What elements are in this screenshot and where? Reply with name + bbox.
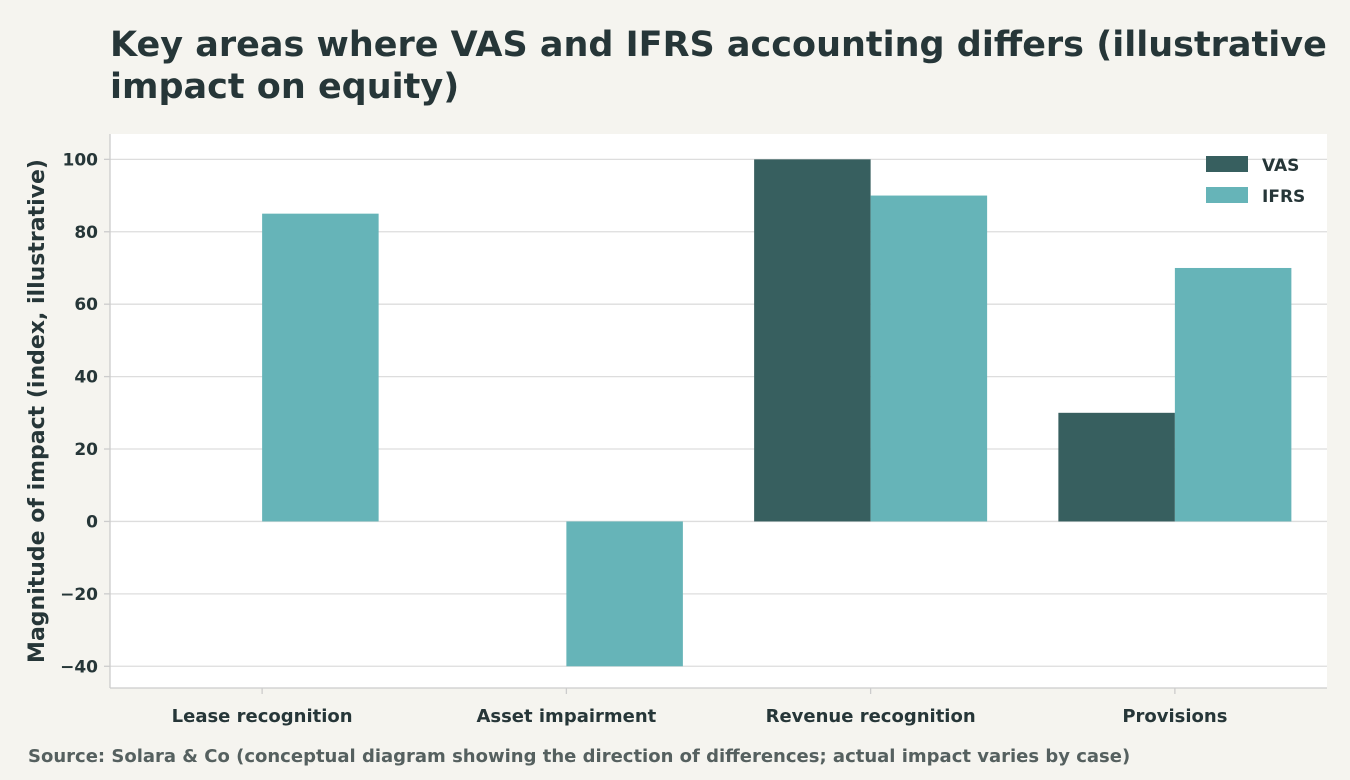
bar-ifrs-3 [870, 195, 988, 522]
bars [262, 159, 1292, 667]
y-tick-label: −20 [60, 585, 98, 605]
x-axis-ticks: Lease recognition Asset impairment Revenue… [172, 688, 1227, 727]
y-tick-label: 100 [63, 150, 99, 170]
bar-ifrs-4 [1174, 267, 1292, 522]
bar-ifrs-2 [566, 521, 683, 667]
x-tick-label: Revenue recognition [766, 706, 976, 727]
y-tick-label: −40 [60, 657, 98, 677]
y-axis-label: Magnitude of impact (index, illustrative… [25, 159, 50, 663]
bar-ifrs-1 [262, 213, 379, 522]
legend-swatch-vas [1206, 156, 1248, 172]
x-tick-label: Provisions [1122, 706, 1227, 727]
bar-vas-3 [754, 159, 871, 522]
y-tick-label: 60 [74, 295, 98, 315]
chart-title-line-2: impact on equity) [110, 67, 459, 107]
x-tick-label: Lease recognition [172, 706, 353, 727]
y-tick-label: 20 [74, 440, 98, 460]
bar-vas-4 [1058, 412, 1175, 522]
chart-title-line-1: Key areas where VAS and IFRS accounting … [110, 25, 1327, 65]
legend-label-ifrs: IFRS [1262, 187, 1305, 207]
legend-swatch-ifrs [1206, 187, 1248, 203]
y-tick-label: 0 [86, 512, 98, 532]
source-note: Source: Solara & Co (conceptual diagram … [28, 746, 1130, 767]
legend-label-vas: VAS [1262, 156, 1299, 176]
y-tick-label: 80 [74, 223, 98, 243]
y-axis-ticks: 100 80 60 40 20 0 −20 −40 [60, 134, 1327, 689]
x-tick-label: Asset impairment [476, 706, 656, 727]
y-tick-label: 40 [74, 368, 98, 388]
legend: VAS IFRS [1206, 156, 1305, 207]
